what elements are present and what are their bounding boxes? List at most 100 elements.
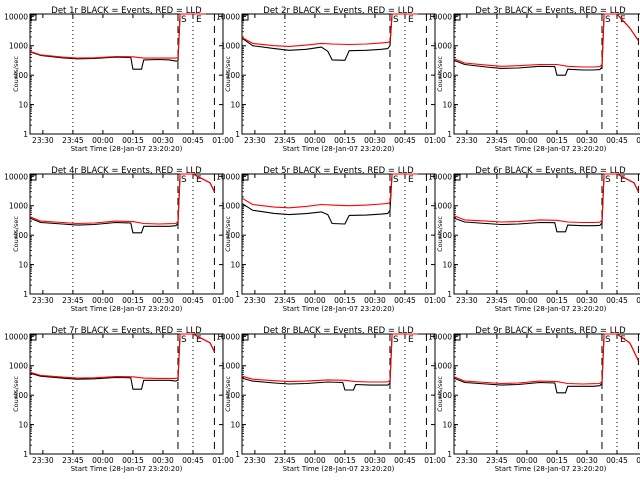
x-tick-label: 00:00 (92, 136, 114, 145)
y-tick-label: 1 (447, 450, 452, 459)
chart-title: Det 8r BLACK = Events, RED = LLD (263, 326, 414, 336)
series-line-lld (453, 333, 639, 385)
chart-panel-4: Det 4r BLACK = Events, RED = LLD 1 10 100 10… (4, 166, 234, 313)
y-axis-label: Counts/sec (12, 376, 20, 412)
chart-title: Det 1r BLACK = Events, RED = LLD (51, 6, 202, 16)
corner-box-marker (242, 174, 249, 181)
y-tick-label: 1000 (221, 202, 240, 211)
x-axis-label: Start Time (28-Jan-07 23:20:20) (495, 145, 607, 153)
corner-box-marker (30, 334, 37, 341)
y-tick-label: 1 (235, 290, 240, 299)
plot-frame (453, 173, 640, 295)
x-tick-label: 23:45 (274, 136, 296, 145)
corner-box-marker (454, 14, 461, 21)
chart-panel-7: Det 7r BLACK = Events, RED = LLD 1 10 100 10… (4, 326, 234, 473)
series-line-events (453, 173, 639, 233)
x-tick-label: 00:15 (546, 136, 568, 145)
series-line-lld (241, 173, 418, 209)
chart-panel-2: Det 2r BLACK = Events, RED = LLD 1 10 100 10… (216, 6, 446, 153)
plot-frame (29, 13, 224, 135)
series-line-events (241, 13, 418, 61)
time-marker-s: S (181, 175, 187, 185)
time-marker-e: E (408, 335, 414, 345)
series-line-events (29, 173, 215, 234)
series-line-events (241, 333, 418, 391)
y-tick-label: 10 (18, 421, 28, 430)
series-line-events (29, 333, 215, 390)
x-axis-label: Start Time (28-Jan-07 23:20:20) (283, 465, 395, 473)
y-tick-label: 10000 (216, 12, 240, 21)
x-tick-label: 00:45 (182, 296, 204, 305)
plot-frame (453, 333, 640, 455)
corner-box-marker (454, 334, 461, 341)
x-axis-label: Start Time (28-Jan-07 23:20:20) (71, 465, 183, 473)
x-tick-label: 00:45 (606, 136, 628, 145)
series-line-events (453, 333, 639, 394)
x-tick-label: 00:00 (304, 296, 326, 305)
y-tick-label: 10000 (216, 332, 240, 341)
x-tick-label: 00:00 (304, 136, 326, 145)
x-tick-label: 00:15 (334, 456, 356, 465)
plot-frame (241, 333, 436, 455)
y-axis-label: Counts/sec (436, 216, 444, 252)
x-tick-label: 00:45 (182, 136, 204, 145)
y-tick-label: 1 (447, 130, 452, 139)
y-tick-label: 10 (442, 261, 452, 270)
y-tick-label: 1000 (9, 362, 28, 371)
y-tick-label: 10000 (428, 332, 452, 341)
y-axis-label: Counts/sec (224, 376, 232, 412)
plot-frame (241, 173, 436, 295)
y-tick-label: 1 (23, 450, 28, 459)
series-line-lld (453, 13, 639, 68)
x-tick-label: 01:00 (424, 136, 446, 145)
chart-title: Det 6r BLACK = Events, RED = LLD (475, 166, 626, 176)
x-tick-label: 01:00 (424, 456, 446, 465)
x-tick-label: 00:30 (152, 296, 174, 305)
time-marker-s: S (393, 175, 399, 185)
time-marker-e: E (620, 335, 626, 345)
series-line-lld (29, 13, 206, 59)
x-tick-label: 23:30 (32, 136, 54, 145)
y-tick-label: 1000 (221, 42, 240, 51)
x-tick-label: 00:45 (182, 456, 204, 465)
y-tick-label: 10 (18, 101, 28, 110)
x-tick-label: 23:30 (456, 456, 478, 465)
x-tick-label: 00:15 (334, 296, 356, 305)
y-tick-label: 1000 (221, 362, 240, 371)
y-tick-label: 1000 (9, 202, 28, 211)
x-tick-label: 00:15 (546, 296, 568, 305)
x-tick-label: 23:45 (486, 296, 508, 305)
y-axis-label: Counts/sec (12, 216, 20, 252)
x-tick-label: 23:45 (486, 456, 508, 465)
series-line-events (453, 13, 639, 76)
y-tick-label: 1000 (433, 362, 452, 371)
x-tick-label: 23:45 (62, 456, 84, 465)
x-tick-label: 00:45 (394, 136, 416, 145)
x-tick-label: 00:30 (364, 456, 386, 465)
chart-title: Det 9r BLACK = Events, RED = LLD (475, 326, 626, 336)
corner-box-marker (30, 14, 37, 21)
x-tick-label: 23:45 (62, 136, 84, 145)
plot-frame (241, 13, 436, 135)
y-tick-label: 1 (23, 290, 28, 299)
x-tick-label: 00:15 (546, 456, 568, 465)
y-axis-label: Counts/sec (436, 56, 444, 92)
series-line-lld (453, 173, 639, 224)
x-tick-label: 00:00 (516, 456, 538, 465)
x-tick-label: 01:00 (636, 296, 640, 305)
y-tick-label: 10000 (4, 12, 28, 21)
x-tick-label: 01:00 (636, 136, 640, 145)
x-tick-label: 00:30 (576, 136, 598, 145)
y-tick-label: 1000 (433, 42, 452, 51)
x-tick-label: 23:45 (274, 456, 296, 465)
y-tick-label: 1 (235, 130, 240, 139)
y-axis-label: Counts/sec (224, 216, 232, 252)
x-tick-label: 01:00 (424, 296, 446, 305)
chart-panel-6: Det 6r BLACK = Events, RED = LLD 1 10 100 10… (428, 166, 640, 313)
x-tick-label: 00:30 (364, 136, 386, 145)
x-tick-label: 01:00 (636, 456, 640, 465)
chart-panel-9: Det 9r BLACK = Events, RED = LLD 1 10 100 10… (428, 326, 640, 473)
chart-panel-8: Det 8r BLACK = Events, RED = LLD 1 10 100 10… (216, 326, 446, 473)
